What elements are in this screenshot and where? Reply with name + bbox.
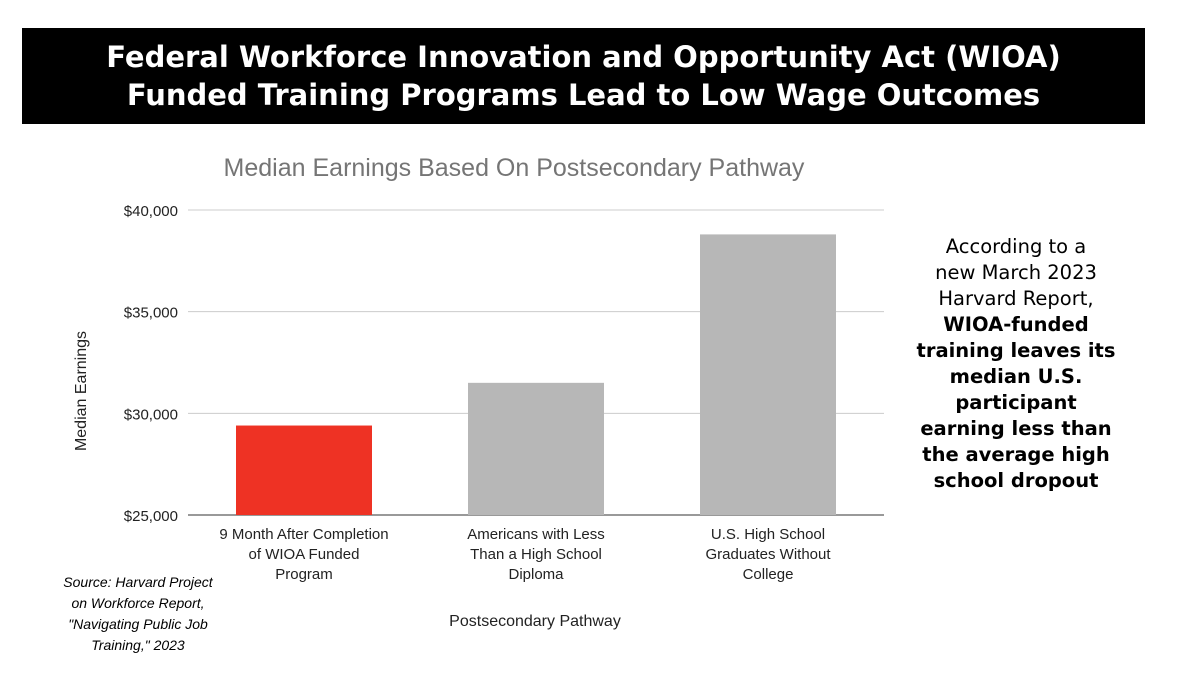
banner-line-1: Federal Workforce Innovation and Opportu…	[106, 40, 1061, 74]
side-note-bold-line: training leaves its	[916, 339, 1116, 362]
side-note-line: Harvard Report,	[938, 287, 1094, 310]
x-tick-label: Diploma	[508, 566, 564, 583]
side-note-line: According to a	[945, 235, 1087, 258]
source-line: "Navigating Public Job	[68, 616, 208, 632]
bar	[468, 382, 604, 515]
side-note-bold-line: school dropout	[933, 469, 1099, 492]
y-axis-label: Median Earnings	[73, 331, 90, 451]
side-note-bold-line: WIOA-funded	[943, 313, 1089, 336]
y-tick-label: $25,000	[124, 508, 178, 525]
side-note-bold-line: participant	[955, 391, 1077, 414]
y-tick-label: $40,000	[124, 203, 178, 220]
source-line: on Workforce Report,	[71, 595, 205, 611]
side-note: According to a new March 2023 Harvard Re…	[898, 234, 1134, 494]
side-note-bold-line: earning less than	[920, 417, 1112, 440]
side-note-bold-line: the average high	[922, 443, 1110, 466]
source-citation: Source: Harvard Project on Workforce Rep…	[38, 572, 238, 656]
side-note-bold-line: median U.S.	[949, 365, 1083, 388]
bar-chart: $25,000 $30,000 $35,000 $40,000 9 Month Afte…	[73, 154, 884, 630]
x-tick-label: 9 Month After Completion	[219, 526, 388, 543]
x-axis-label: Postsecondary Pathway	[449, 613, 621, 630]
bar	[236, 425, 372, 515]
side-note-line: new March 2023	[935, 261, 1097, 284]
title-banner: Federal Workforce Innovation and Opportu…	[22, 28, 1145, 124]
banner-line-2: Funded Training Programs Lead to Low Wag…	[126, 78, 1041, 112]
y-tick-label: $35,000	[124, 305, 178, 322]
x-tick-label: Than a High School	[470, 546, 602, 563]
source-line: Training," 2023	[91, 637, 185, 653]
x-tick-label: U.S. High School	[711, 526, 825, 543]
x-tick-label: Americans with Less	[467, 526, 605, 543]
x-tick-label: Graduates Without	[705, 546, 831, 563]
x-tick-label: College	[743, 566, 794, 583]
y-tick-label: $30,000	[124, 406, 178, 423]
x-tick-label: of WIOA Funded	[249, 546, 360, 563]
bar	[700, 234, 836, 515]
x-tick-label: Program	[275, 566, 333, 583]
source-line: Source: Harvard Project	[63, 574, 213, 590]
chart-title: Median Earnings Based On Postsecondary P…	[224, 154, 805, 182]
